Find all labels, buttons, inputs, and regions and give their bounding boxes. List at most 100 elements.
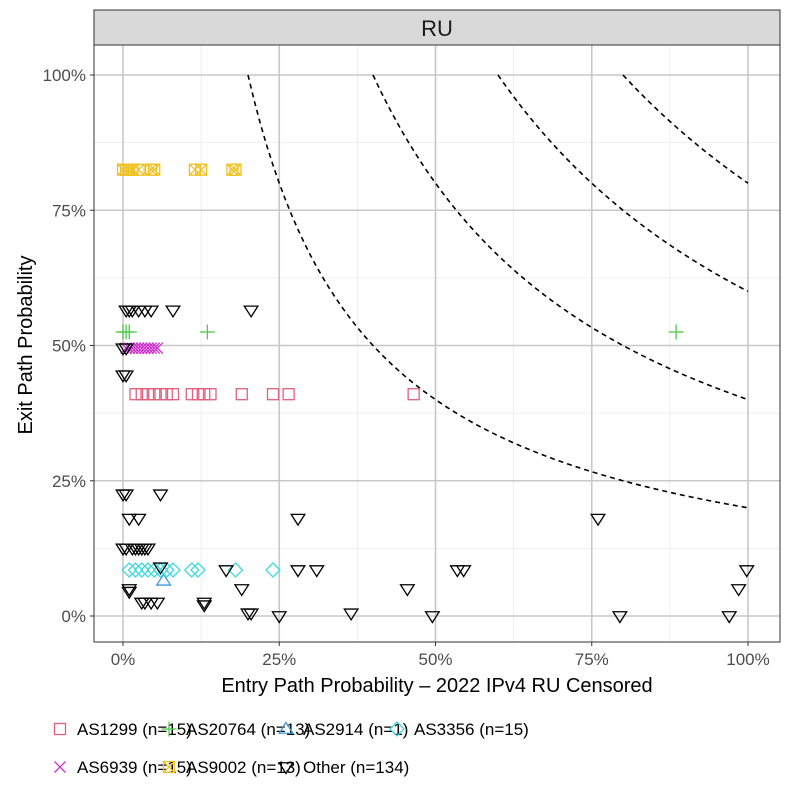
x-tick-label: 50% [418,650,452,669]
point-as20764 [199,324,215,340]
point-as6939 [135,342,148,355]
legend-label-as20764: AS20764 (n=13) [186,720,310,739]
point-as1299 [129,388,142,401]
point-other [149,597,166,611]
point-as3356 [190,562,206,578]
point-as1299 [148,388,161,401]
point-as1299 [282,388,295,401]
legend-label-other: Other (n=134) [303,758,409,777]
point-other [455,565,472,578]
contour-line [247,74,749,509]
point-other [121,584,138,597]
point-other [243,305,260,319]
legend-item-as6939: AS6939 (n=15) [54,758,192,777]
point-as1299 [407,388,420,401]
point-other [424,611,441,624]
point-other [196,597,213,611]
data-points [114,163,755,624]
point-other [738,565,755,578]
point-as2914 [155,573,172,586]
point-as3356 [140,562,156,578]
y-tick-label: 100% [43,66,86,85]
legend-key-as2914 [277,721,295,734]
point-other [143,305,160,319]
point-other [271,611,288,624]
legend: AS1299 (n=15)AS20764 (n=13)AS2914 (n=1) A… [53,720,529,777]
point-as3356 [133,562,150,578]
point-other [243,608,260,622]
x-tick-label: 100% [726,650,769,669]
point-as1299 [266,388,280,401]
point-as1299 [135,388,148,401]
contour-lines [247,74,749,509]
point-as6939 [132,342,145,355]
legend-key-as9002 [162,760,176,774]
point-other [218,565,235,578]
legend-label-as3356: AS3356 (n=15) [414,720,529,739]
x-tick-label: 75% [575,650,609,669]
contour-line [372,74,749,401]
y-tick-label: 0% [61,607,86,626]
point-other [121,513,138,527]
point-as9002 [229,163,242,176]
facet-label: RU [421,16,453,41]
plot-border [93,44,781,643]
legend-key-other [277,762,295,775]
point-as1299 [160,388,173,401]
legend-item-as1299: AS1299 (n=15) [53,720,192,739]
point-as3356 [165,562,181,578]
point-as20764 [121,324,137,340]
point-other [152,562,169,576]
legend-item-as3356: AS3356 (n=15) [389,720,529,739]
point-as3356 [121,562,138,578]
point-as3356 [158,562,175,578]
point-other [139,543,157,557]
point-as9002 [194,163,208,176]
x-tick-label: 25% [262,650,296,669]
point-other [196,600,213,613]
point-as9002 [132,163,145,176]
point-as1299 [166,388,180,401]
point-as1299 [154,388,167,401]
point-as3356 [265,562,281,578]
point-other [164,305,182,319]
point-other [308,565,325,578]
point-as3356 [227,562,244,578]
y-tick-label: 75% [52,201,86,220]
plot-panel [93,44,781,643]
legend-item-as2914: AS2914 (n=1) [277,720,408,739]
point-as1299 [185,388,198,401]
point-as1299 [235,388,248,401]
contour-line [622,74,749,184]
legend-label-as9002: AS9002 (n=13) [186,758,301,777]
legend-key-as20764 [161,721,177,737]
y-axis-ticks: 0% 25% 50% 75% 100% [43,66,94,626]
point-other [611,611,628,624]
point-other [121,586,138,600]
point-as1299 [141,388,155,401]
point-as1299 [191,388,205,401]
legend-label-as2914: AS2914 (n=1) [303,720,408,739]
legend-item-as20764: AS20764 (n=13) [161,720,310,739]
point-other [130,513,147,527]
point-other [152,489,169,502]
legend-key-as3356 [389,721,405,737]
y-tick-label: 25% [52,472,86,491]
point-as3356 [127,562,144,578]
point-other [289,565,307,578]
point-as9002 [148,163,161,176]
point-other [721,611,738,624]
point-as20764 [668,324,684,340]
x-tick-label: 0% [111,650,136,669]
legend-item-as9002: AS9002 (n=13) [162,758,301,777]
point-other [118,489,135,502]
point-as1299 [198,388,211,401]
point-as1299 [204,388,217,401]
point-as6939 [151,342,164,355]
point-as6939 [138,342,151,355]
legend-key-as1299 [53,722,67,736]
point-as6939 [142,342,154,355]
point-other [730,584,747,597]
point-as3356 [183,562,200,578]
